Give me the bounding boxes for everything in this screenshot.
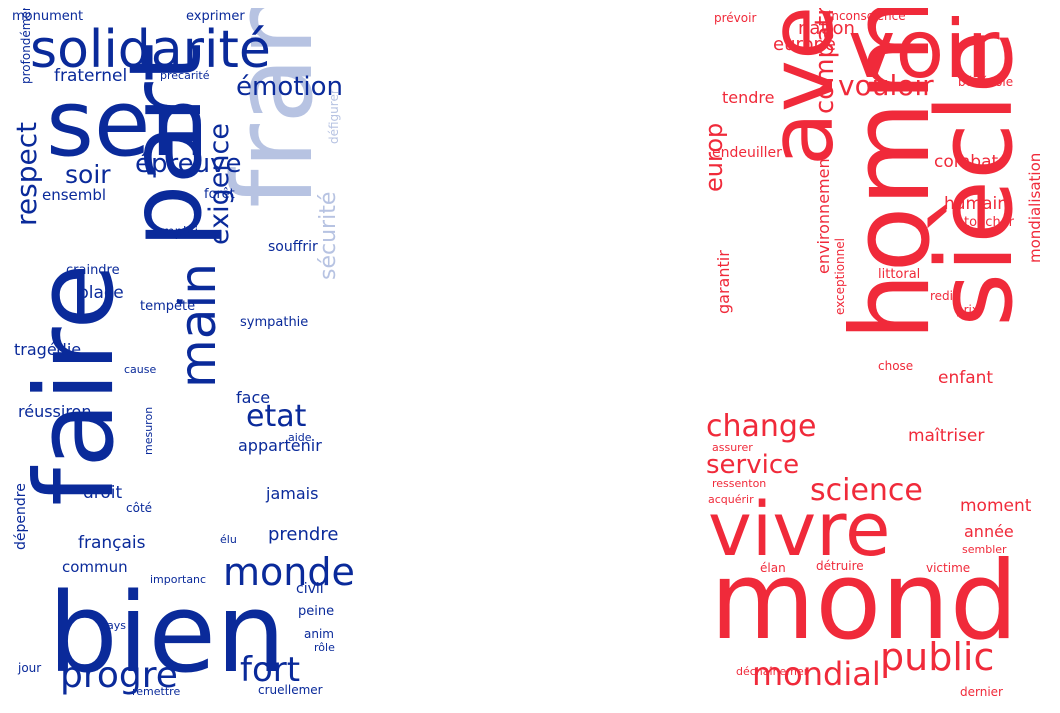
word: acquérir — [708, 493, 754, 506]
word: élan — [760, 561, 786, 575]
word: chose — [878, 359, 914, 373]
word: ensembl — [42, 186, 107, 204]
word: jour — [18, 661, 42, 675]
word: science — [810, 473, 923, 508]
word: rôle — [314, 641, 335, 654]
word: voir — [848, 8, 1000, 96]
word-cloud-left: faire bien sen part france solidarité ma… — [8, 8, 363, 705]
word: ressenton — [712, 477, 767, 490]
word: dernier — [960, 685, 1003, 699]
word: épreuve — [135, 149, 242, 179]
word: public — [880, 635, 995, 679]
word: détruire — [816, 559, 864, 573]
word: cause — [124, 363, 157, 376]
word: peine — [298, 604, 335, 619]
word: année — [964, 522, 1014, 541]
word: redi — [930, 289, 954, 303]
word: service — [706, 450, 800, 480]
word: respect — [10, 121, 43, 226]
word: droit — [83, 483, 123, 503]
word: main — [169, 263, 227, 388]
word: exprimer — [186, 9, 245, 24]
word: vouloir — [838, 69, 934, 102]
word: monde — [223, 550, 355, 594]
word: tempête — [140, 299, 196, 314]
word: europe — [773, 34, 836, 55]
word: nation — [798, 18, 855, 39]
word: environnement — [814, 152, 833, 274]
word: littoral — [878, 267, 921, 282]
word: bien — [48, 569, 286, 697]
word: jamais — [266, 484, 319, 503]
word: face — [236, 388, 271, 407]
word: change — [706, 409, 817, 444]
word-cloud-right: mond homme siècle avenir voir vivre publ… — [698, 8, 1053, 705]
word: humain — [944, 194, 1009, 214]
word: etat — [246, 399, 307, 434]
word: souffrir — [268, 239, 318, 255]
word: forêt — [204, 187, 235, 202]
word: précarité — [160, 69, 210, 82]
word: garantir — [714, 250, 733, 314]
word: mond — [710, 539, 1019, 664]
word: toucher — [964, 215, 1015, 230]
word: sympathie — [240, 315, 309, 330]
word: bénévole — [958, 75, 1014, 89]
word: cruellemer — [258, 683, 323, 697]
word: remettre — [132, 685, 181, 698]
word: civil — [296, 581, 324, 597]
word: émotion — [236, 72, 344, 102]
word: appartenir — [238, 436, 322, 455]
word: mesuron — [142, 406, 155, 455]
word: prix — [956, 303, 979, 317]
word: tendre — [722, 88, 775, 107]
word: place — [78, 283, 124, 303]
word: moment — [960, 496, 1032, 516]
word: importanc — [150, 573, 207, 586]
word: assurer — [712, 441, 753, 454]
word: prévoir — [714, 11, 757, 25]
word: sembler — [962, 543, 1007, 556]
word: côté — [126, 501, 153, 515]
word: réussiron — [18, 402, 92, 421]
word: sécurité — [316, 191, 341, 280]
word: fort — [240, 650, 301, 690]
word: emploi — [154, 225, 199, 240]
word: déchaînemer — [736, 665, 809, 678]
word: dépendre — [13, 483, 29, 550]
word: vivre — [708, 487, 891, 573]
word: exceptionnel — [833, 238, 847, 315]
word: victime — [926, 561, 971, 575]
word: inconscience — [828, 9, 906, 23]
word: élu — [220, 533, 237, 546]
word: exigence — [204, 123, 235, 245]
word: tragédie — [14, 340, 82, 359]
word: profondément — [19, 8, 33, 84]
word: mondial — [752, 655, 881, 693]
word: maîtriser — [908, 426, 985, 446]
word: aide — [288, 431, 312, 444]
word: enfant — [938, 368, 994, 388]
word: pays — [100, 619, 126, 632]
word: combat — [934, 152, 999, 172]
word: français — [78, 533, 146, 553]
word: monument — [12, 9, 84, 24]
word: endeuiller — [712, 145, 782, 161]
word: solidarité — [30, 20, 271, 80]
word: prendre — [268, 524, 339, 545]
word: anim — [304, 627, 334, 641]
word: commun — [62, 558, 128, 576]
word: progrè — [60, 655, 178, 696]
word: soir — [65, 160, 111, 189]
word: craindre — [66, 263, 120, 278]
word: défigurer — [327, 89, 341, 144]
word: sen — [46, 70, 209, 177]
word: mondialisation — [1026, 152, 1044, 263]
word: fraternel — [54, 66, 128, 86]
